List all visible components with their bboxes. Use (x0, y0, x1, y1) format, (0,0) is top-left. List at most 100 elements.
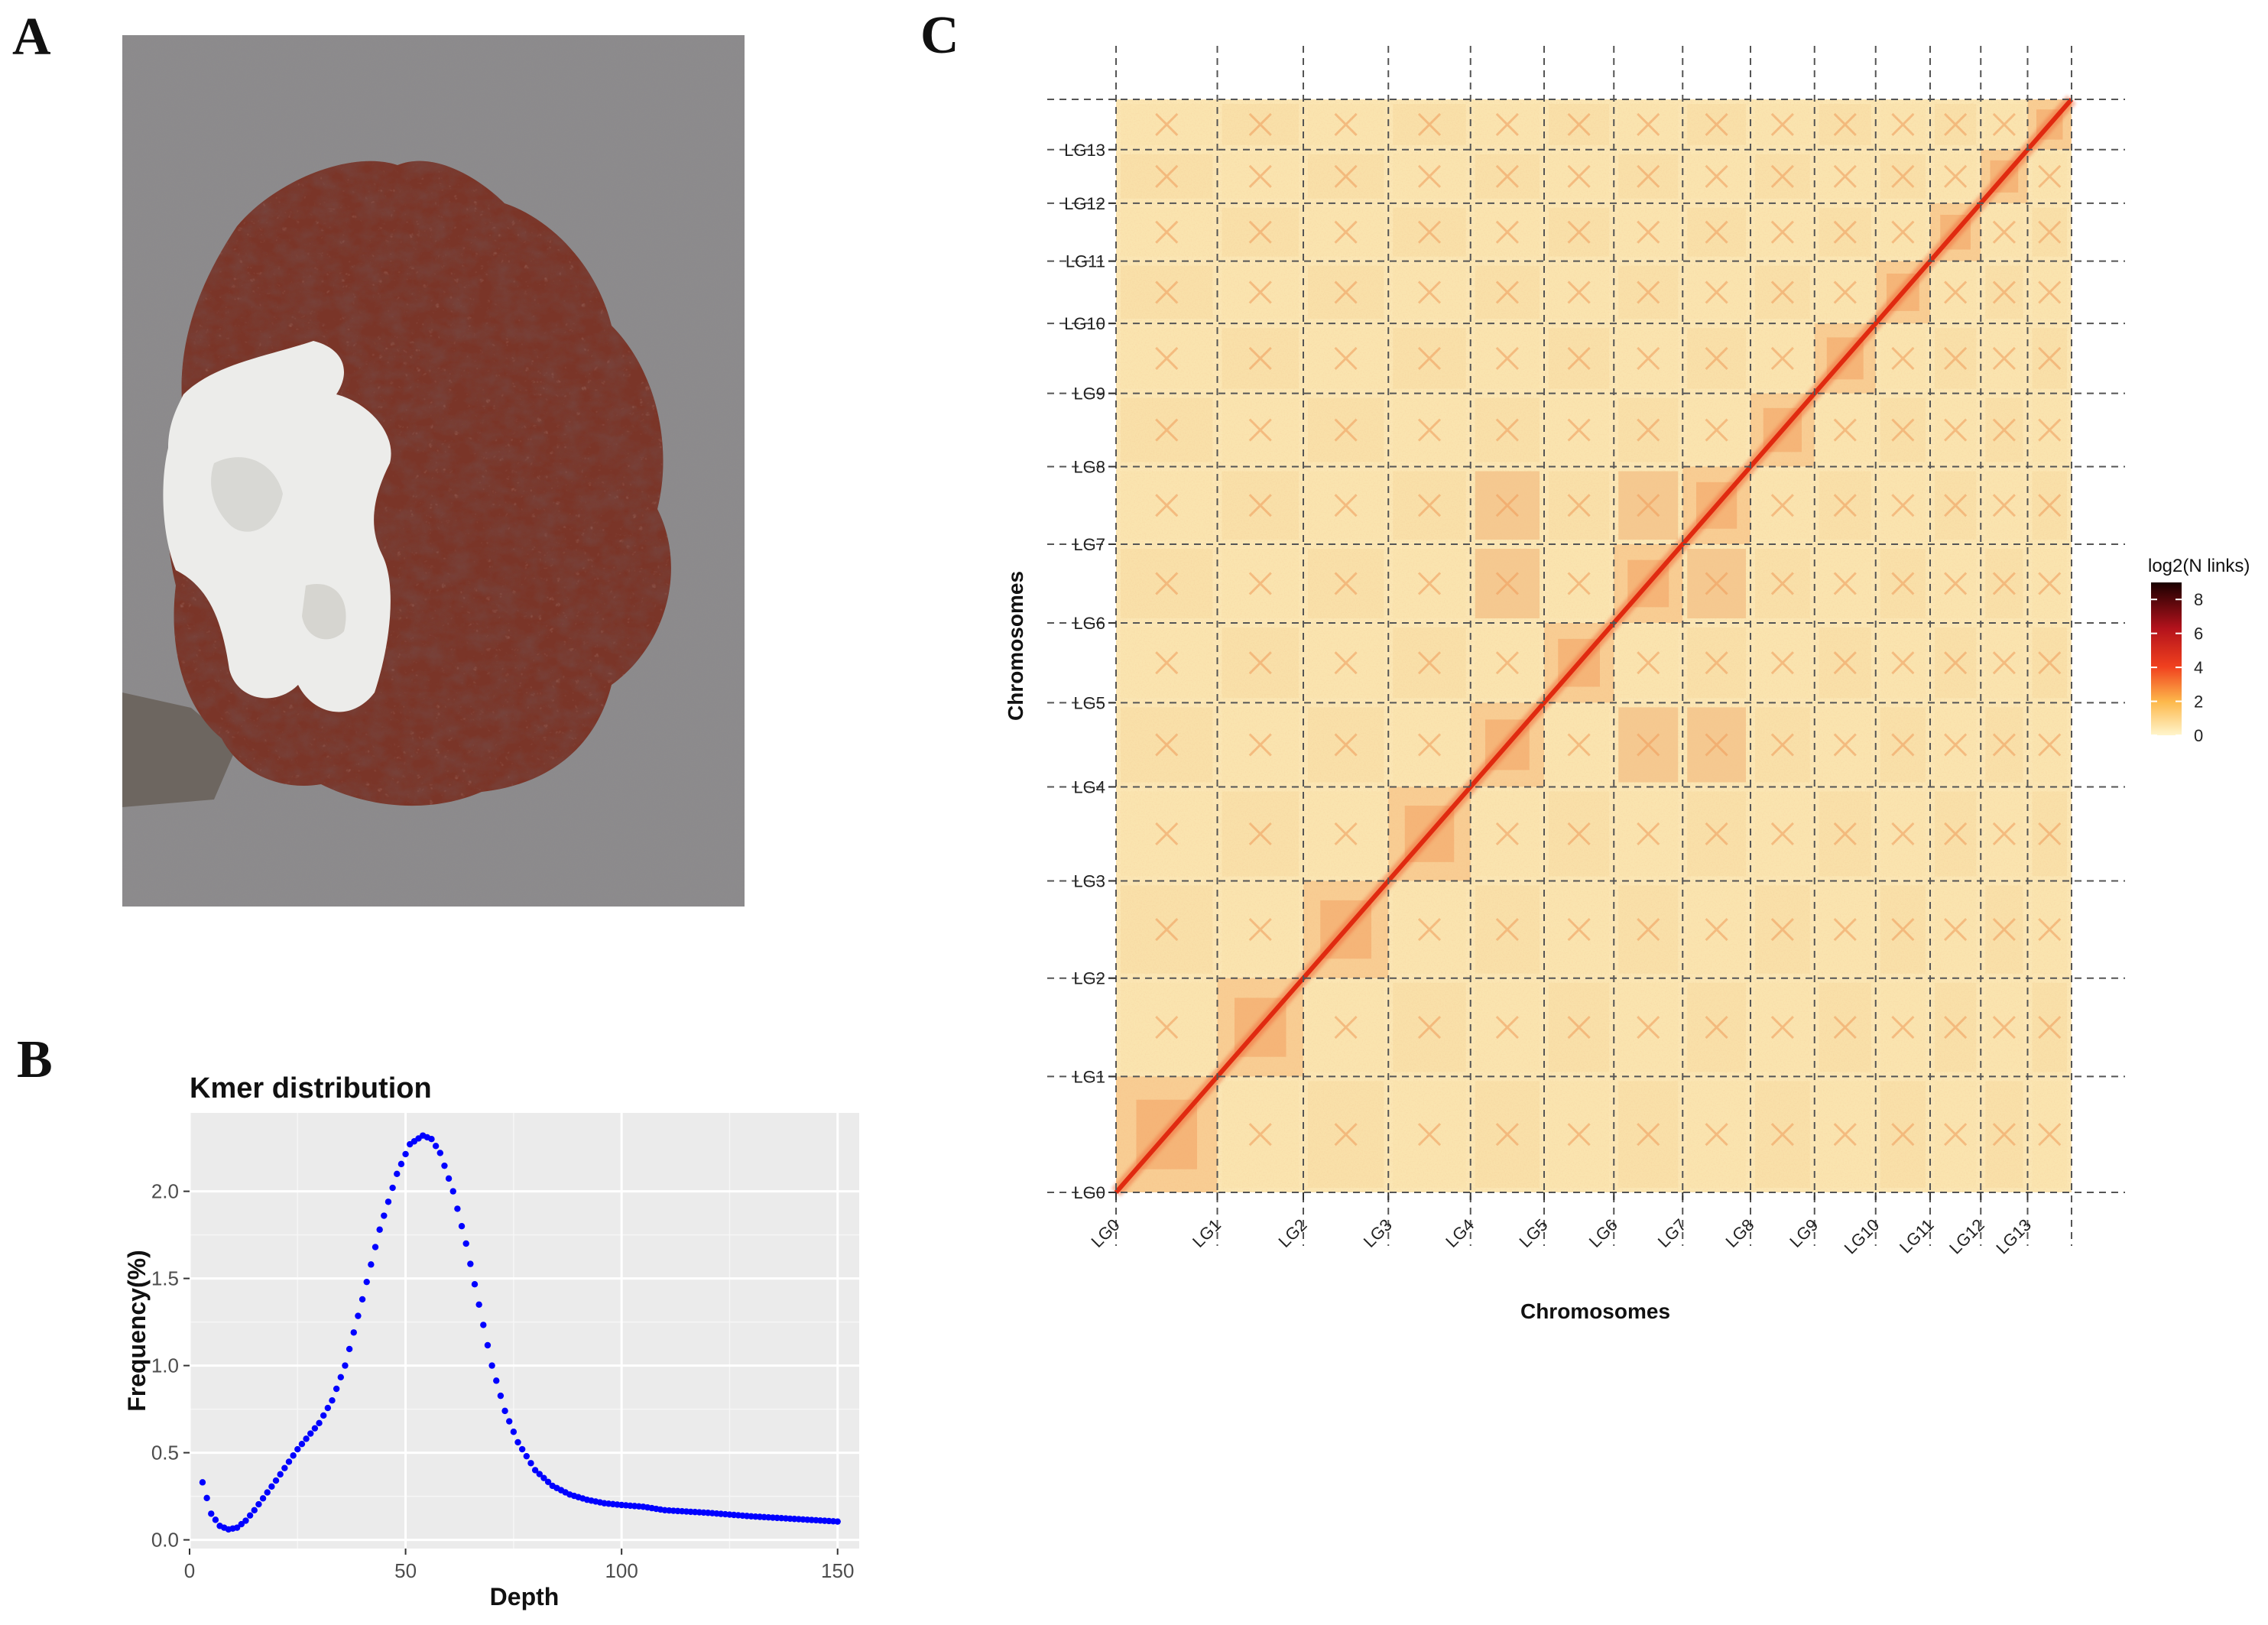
heatmap-cross-mark (1248, 164, 1272, 188)
heatmap-cross-mark (1705, 822, 1728, 846)
heatmap-cross-mark (1248, 494, 1272, 517)
heatmap-cross-mark (1637, 281, 1660, 304)
heatmap-cross-mark (1248, 346, 1272, 370)
kmer-point (333, 1385, 340, 1393)
heatmap-cross-mark (2038, 822, 2062, 846)
kmer-point (346, 1345, 353, 1353)
kmer-point (527, 1460, 534, 1467)
legend-tick-label: 8 (2194, 590, 2203, 609)
heatmap-cross-mark (1155, 164, 1179, 188)
panel-letter-a: A (12, 8, 51, 66)
kmer-point (441, 1162, 448, 1169)
heatmap-cross-mark (1637, 1016, 1660, 1040)
heatmap-cross-mark (1637, 733, 1660, 757)
kmer-y-tick-label: 0.5 (151, 1442, 179, 1464)
kmer-point (484, 1341, 492, 1349)
heatmap-cross-mark (2038, 572, 2062, 595)
kmer-x-tick-label: 50 (394, 1559, 417, 1582)
heatmap-x-tick-label: LG7 (1654, 1215, 1690, 1251)
heatmap-cross-mark (1567, 494, 1591, 517)
kmer-point (397, 1160, 405, 1168)
kmer-point (540, 1474, 547, 1481)
specimen-photo (122, 35, 745, 907)
kmer-point (251, 1507, 258, 1514)
kmer-point (285, 1458, 293, 1465)
heatmap-x-tick-label: LG10 (1841, 1215, 1884, 1258)
kmer-point (402, 1150, 409, 1158)
heatmap-cross-mark (1833, 220, 1857, 244)
kmer-y-tick-label: 2.0 (151, 1180, 179, 1203)
kmer-point (384, 1198, 392, 1205)
kmer-point (381, 1212, 388, 1219)
heatmap-x-tick-label: LG11 (1896, 1215, 1938, 1257)
heatmap-y-tick-label: LG1 (1073, 1067, 1105, 1086)
heatmap-cross-mark (1705, 164, 1728, 188)
heatmap-cross-mark (1992, 346, 2016, 370)
heatmap-cross-mark (1495, 418, 1519, 442)
heatmap-cross-mark (1705, 220, 1728, 244)
heatmap-cross-mark (1155, 418, 1179, 442)
heatmap-cross-mark (1637, 822, 1660, 846)
heatmap-cross-mark (1248, 112, 1272, 136)
heatmap-cross-mark (1770, 1123, 1794, 1147)
heatmap-cross-mark (2038, 1016, 2062, 1040)
heatmap-cross-mark (1637, 164, 1660, 188)
heatmap-legend: log2(N links) 8 6 4 2 0 (2148, 556, 2250, 745)
heatmap-cross-mark (1248, 651, 1272, 675)
heatmap-cross-mark (1637, 918, 1660, 942)
kmer-point (394, 1170, 401, 1177)
heatmap-cross-mark (1705, 1016, 1728, 1040)
heatmap-cross-mark (1155, 281, 1179, 304)
kmer-point (488, 1362, 495, 1369)
kmer-point (372, 1244, 379, 1250)
heatmap-cross-mark (1992, 1016, 2016, 1040)
heatmap-cross-mark (1891, 572, 1915, 595)
kmer-point (268, 1483, 275, 1490)
heatmap-cross-mark (1334, 112, 1358, 136)
heatmap-y-axis-label: Chromosomes (1004, 571, 1027, 721)
kmer-x-tick-label: 150 (821, 1559, 854, 1582)
heatmap-y-tick-label: LG13 (1064, 141, 1105, 160)
heatmap-x-tick-label: LG6 (1585, 1215, 1621, 1251)
kmer-point (501, 1407, 508, 1415)
heatmap-cross-mark (1248, 733, 1272, 757)
heatmap-cross-mark (1567, 1016, 1591, 1040)
heatmap-cross-mark (1334, 651, 1358, 675)
heatmap-cross-mark (1637, 346, 1660, 370)
kmer-point (355, 1312, 362, 1319)
heatmap-x-tick-labels: LG0 LG1 LG2 LG3 LG4 LG5 LG6 LG7 LG8 LG9 LG10 LG11 LG… (1087, 1192, 2035, 1258)
heatmap-cross-mark (1891, 112, 1915, 136)
kmer-plot-area (190, 1113, 859, 1549)
heatmap-cross-mark (1495, 164, 1519, 188)
legend-tick-label: 6 (2194, 624, 2203, 644)
heatmap-cross-mark (1637, 418, 1660, 442)
heatmap-y-tick-label: LG7 (1073, 535, 1105, 554)
heatmap-cross-mark (1567, 112, 1591, 136)
heatmap-cross-mark (1770, 733, 1794, 757)
kmer-point (294, 1445, 301, 1453)
panel-letter-c: C (920, 6, 959, 65)
heatmap-cross-mark (1833, 733, 1857, 757)
heatmap-cross-mark (1992, 822, 2016, 846)
kmer-point (449, 1188, 456, 1195)
heatmap-cross-mark (1417, 918, 1442, 942)
heatmap-cross-mark (2038, 220, 2062, 244)
legend-tick-label: 4 (2194, 658, 2203, 677)
heatmap-x-tick-label: LG1 (1189, 1215, 1225, 1251)
kmer-point (277, 1471, 284, 1478)
kmer-point (523, 1452, 530, 1460)
heatmap-cross-mark (1417, 1123, 1442, 1147)
heatmap-cross-mark (1155, 112, 1179, 136)
heatmap-cross-mark (1417, 346, 1442, 370)
kmer-point (298, 1441, 306, 1448)
legend-title: log2(N links) (2148, 556, 2250, 576)
kmer-x-tick-label: 100 (605, 1559, 638, 1582)
heatmap-cross-mark (2038, 1123, 2062, 1147)
heatmap-cross-mark (1248, 822, 1272, 846)
heatmap-cross-mark (1637, 220, 1660, 244)
heatmap-cross-mark (1833, 164, 1857, 188)
panel-letter-b: B (17, 1030, 53, 1089)
heatmap-cross-mark (2038, 733, 2062, 757)
heatmap-cross-mark (1944, 494, 1968, 517)
heatmap-cross-mark (1637, 112, 1660, 136)
